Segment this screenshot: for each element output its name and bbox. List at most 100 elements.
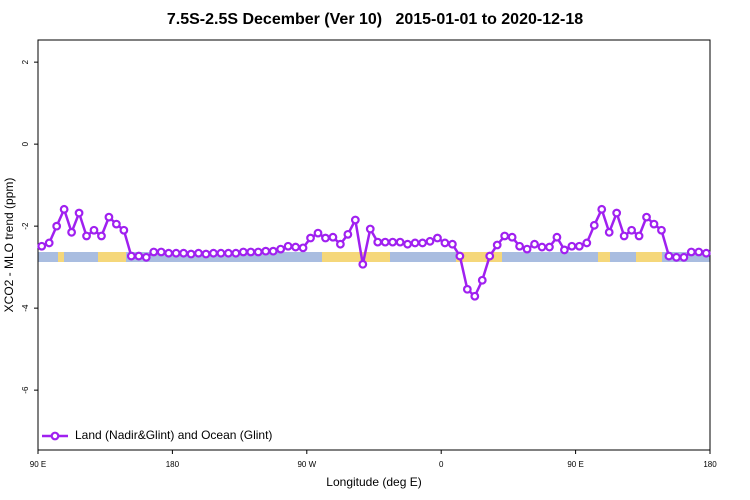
data-point — [604, 227, 614, 237]
data-point — [253, 247, 263, 257]
data-point — [627, 225, 636, 235]
data-point — [111, 219, 121, 229]
data-point — [597, 204, 607, 214]
data-point — [582, 238, 592, 248]
data-point — [298, 243, 308, 253]
data-point — [223, 248, 233, 258]
data-point — [455, 251, 465, 261]
data-point — [686, 247, 696, 257]
data-point — [44, 238, 54, 248]
y-tick-label: -6 — [21, 386, 30, 394]
data-point — [672, 252, 681, 262]
data-point — [545, 242, 554, 252]
data-point — [500, 231, 510, 241]
data-point — [380, 237, 390, 247]
legend-marker — [50, 431, 60, 441]
data-point — [186, 249, 196, 259]
data-point — [291, 242, 301, 252]
data-point — [589, 220, 599, 230]
data-point — [477, 275, 487, 285]
data-point — [418, 238, 427, 248]
data-point — [52, 221, 62, 231]
x-tick-label: 90 E — [30, 460, 46, 469]
x-axis-label: Longitude (deg E) — [326, 475, 421, 489]
data-point — [74, 208, 84, 218]
data-point — [37, 241, 47, 251]
data-point — [328, 232, 338, 242]
data-point — [350, 215, 360, 225]
data-point — [268, 246, 278, 256]
data-point — [89, 225, 99, 235]
y-axis-label: XCO2 - MLO trend (ppm) — [2, 178, 16, 313]
data-point — [321, 233, 330, 243]
x-tick-label: 90 E — [567, 460, 583, 469]
data-point — [179, 248, 189, 258]
data-point — [104, 212, 114, 222]
data-point — [156, 247, 166, 257]
data-point — [388, 237, 398, 247]
y-tick-label: 0 — [21, 141, 30, 146]
data-point — [395, 237, 405, 247]
data-point — [634, 231, 644, 241]
data-point — [59, 204, 69, 214]
data-point — [657, 225, 666, 235]
data-point — [373, 237, 383, 247]
data-point — [134, 251, 144, 261]
data-point — [522, 244, 532, 254]
data-point — [679, 252, 689, 262]
data-point — [470, 291, 480, 301]
data-point — [552, 232, 562, 242]
data-point — [433, 233, 442, 243]
data-point — [343, 229, 353, 239]
data-point — [567, 241, 577, 251]
data-point — [694, 247, 704, 257]
data-point — [440, 238, 450, 248]
data-point — [485, 251, 495, 261]
data-point — [126, 251, 136, 261]
x-tick-label: 180 — [703, 460, 717, 469]
legend-label: Land (Nadir&Glint) and Ocean (Glint) — [75, 428, 272, 442]
data-point — [336, 239, 345, 249]
data-point — [238, 247, 248, 257]
data-point — [313, 228, 323, 238]
y-tick-label: -4 — [21, 304, 30, 312]
data-point — [642, 212, 651, 222]
data-point — [201, 249, 211, 259]
data-point — [574, 241, 584, 251]
data-point — [530, 239, 539, 249]
data-point — [425, 236, 435, 246]
data-point — [216, 248, 226, 258]
data-point — [664, 251, 674, 261]
data-point — [507, 232, 517, 242]
data-point — [448, 239, 457, 249]
data-point — [171, 248, 181, 258]
data-point — [231, 248, 241, 258]
x-tick-label: 0 — [439, 460, 444, 469]
data-point — [82, 231, 91, 241]
chart-title: 7.5S-2.5S December (Ver 10) 2015-01-01 t… — [167, 11, 583, 28]
data-point — [492, 240, 502, 250]
data-point — [67, 227, 76, 237]
y-tick-label: 2 — [21, 59, 30, 64]
plot-frame — [37, 39, 711, 451]
map-strip — [38, 252, 710, 262]
data-point — [537, 242, 547, 252]
data-point — [365, 224, 375, 234]
data-point — [560, 245, 569, 255]
data-point — [164, 248, 174, 258]
data-point — [462, 284, 472, 294]
data-point — [403, 239, 413, 249]
data-point — [246, 247, 256, 257]
x-tick-label: 180 — [166, 460, 180, 469]
data-point — [283, 241, 293, 251]
data-point — [358, 259, 368, 269]
data-point — [119, 225, 129, 235]
data-point — [209, 248, 218, 258]
data-point — [149, 247, 159, 257]
y-tick-label: -2 — [21, 222, 30, 230]
data-point — [194, 248, 203, 258]
data-point — [649, 219, 659, 229]
x-tick-label: 90 W — [297, 460, 316, 469]
data-point — [515, 241, 524, 251]
